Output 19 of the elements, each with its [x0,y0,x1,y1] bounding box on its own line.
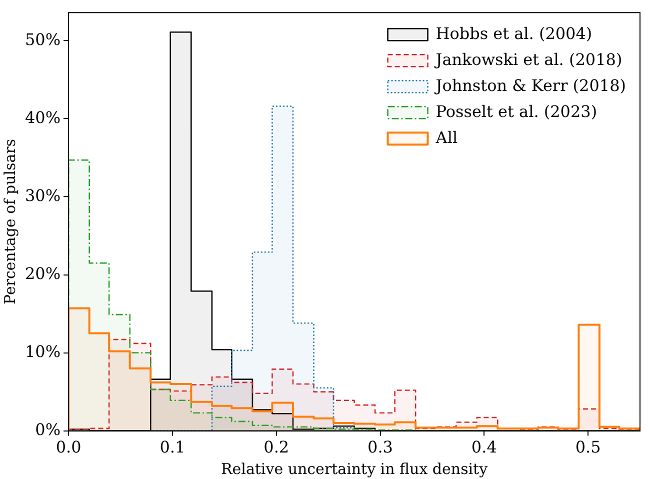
x-tick-label: 0.1 [160,438,186,457]
y-tick-label: 10% [25,342,61,361]
legend-label: Johnston & Kerr (2018) [434,76,626,95]
legend-label: Jankowski et al. (2018) [434,50,622,69]
y-tick-label: 30% [25,186,61,205]
y-tick-label: 40% [25,108,61,127]
x-tick-label: 0.0 [56,438,82,457]
y-tick-label: 20% [25,264,61,283]
x-tick-label: 0.3 [368,438,393,457]
x-axis-title: Relative uncertainty in flux density [220,460,488,478]
x-tick-label: 0.4 [471,438,497,457]
legend-label: All [434,128,458,147]
legend-label: Hobbs et al. (2004) [436,24,592,43]
y-tick-label: 50% [25,30,61,49]
y-tick-label: 0% [35,420,61,439]
x-tick-label: 0.2 [264,438,290,457]
legend-label: Posselt et al. (2023) [436,102,598,121]
x-tick-label: 0.5 [575,438,601,457]
y-axis-title: Percentage of pulsars [0,138,19,304]
